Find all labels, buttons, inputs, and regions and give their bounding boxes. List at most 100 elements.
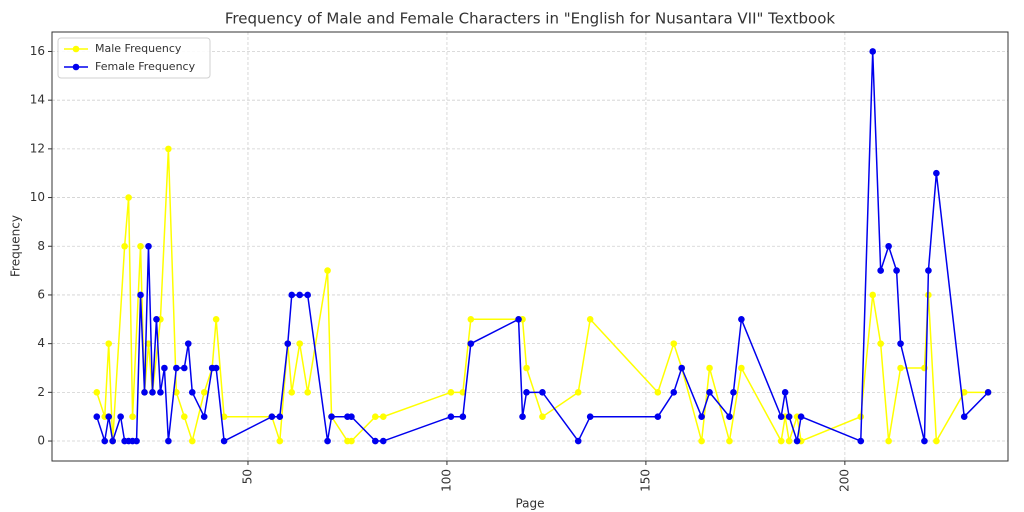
legend-label: Male Frequency xyxy=(95,42,182,55)
point xyxy=(137,242,144,250)
point xyxy=(288,389,296,396)
point xyxy=(157,389,164,396)
point xyxy=(220,437,228,445)
point xyxy=(137,291,144,299)
point xyxy=(105,413,113,420)
point xyxy=(173,389,180,396)
point xyxy=(268,413,276,420)
point xyxy=(188,437,196,445)
point xyxy=(141,389,148,396)
point xyxy=(678,364,686,372)
y-tick-label: 16 xyxy=(30,44,45,58)
point xyxy=(296,291,304,299)
point xyxy=(730,389,737,396)
point xyxy=(467,340,475,347)
y-tick-label: 4 xyxy=(37,336,45,350)
point xyxy=(153,315,160,323)
point xyxy=(586,315,594,323)
point xyxy=(109,437,116,445)
y-tick-label: 14 xyxy=(30,93,45,107)
series-line xyxy=(96,51,989,443)
point xyxy=(785,413,793,420)
chart-title: Frequency of Male and Female Characters … xyxy=(225,10,836,28)
point xyxy=(523,364,530,372)
point xyxy=(145,340,152,347)
point xyxy=(654,413,662,420)
point xyxy=(459,389,467,396)
point xyxy=(706,364,713,372)
point xyxy=(165,145,172,153)
point xyxy=(304,291,311,299)
point xyxy=(173,364,180,372)
point xyxy=(117,413,124,420)
point xyxy=(379,413,387,420)
point xyxy=(857,437,865,445)
point xyxy=(220,413,228,420)
point xyxy=(897,340,904,347)
point xyxy=(276,437,284,445)
point xyxy=(459,413,467,420)
point xyxy=(181,413,188,420)
point xyxy=(706,389,713,396)
y-tick-label: 12 xyxy=(30,141,45,155)
point xyxy=(869,291,877,299)
point xyxy=(877,340,884,347)
point xyxy=(188,389,196,396)
point xyxy=(893,267,900,274)
point xyxy=(523,389,530,396)
point xyxy=(698,413,705,420)
y-tick-label: 10 xyxy=(30,190,45,204)
x-axis-label: Page xyxy=(515,497,544,511)
point xyxy=(781,389,789,396)
point xyxy=(726,437,733,445)
point xyxy=(885,242,892,250)
point xyxy=(574,389,582,396)
point xyxy=(284,340,292,347)
point xyxy=(121,242,128,250)
y-tick-label: 8 xyxy=(37,239,45,253)
y-tick-label: 6 xyxy=(37,287,45,301)
point xyxy=(738,364,745,372)
point xyxy=(586,413,594,420)
point xyxy=(933,169,940,177)
point xyxy=(777,413,785,420)
point xyxy=(133,437,140,445)
x-tick-label: 100 xyxy=(439,469,453,492)
point xyxy=(372,413,379,420)
y-axis-label: Frequency xyxy=(9,215,23,277)
point xyxy=(276,413,284,420)
point xyxy=(93,413,101,420)
point xyxy=(93,389,101,396)
point xyxy=(447,389,455,396)
point xyxy=(145,242,152,250)
point xyxy=(184,340,192,347)
point xyxy=(149,389,156,396)
x-tick-label: 200 xyxy=(837,469,851,492)
point xyxy=(785,437,793,445)
point xyxy=(379,437,387,445)
point xyxy=(921,437,928,445)
y-tick-label: 0 xyxy=(37,434,45,448)
point xyxy=(925,267,932,274)
point xyxy=(200,389,208,396)
y-tick-label: 2 xyxy=(37,385,45,399)
point xyxy=(519,413,526,420)
point xyxy=(933,437,940,445)
point xyxy=(984,389,992,396)
x-tick-label: 150 xyxy=(638,469,652,492)
point xyxy=(328,413,335,420)
point xyxy=(181,364,188,372)
point xyxy=(897,364,904,372)
point xyxy=(165,437,172,445)
point xyxy=(467,315,475,323)
point xyxy=(200,413,208,420)
point xyxy=(574,437,582,445)
point xyxy=(101,437,109,445)
point xyxy=(161,364,168,372)
point xyxy=(447,413,455,420)
x-tick-label: 50 xyxy=(240,469,254,484)
point xyxy=(698,437,705,445)
point xyxy=(877,267,884,274)
point xyxy=(670,389,678,396)
